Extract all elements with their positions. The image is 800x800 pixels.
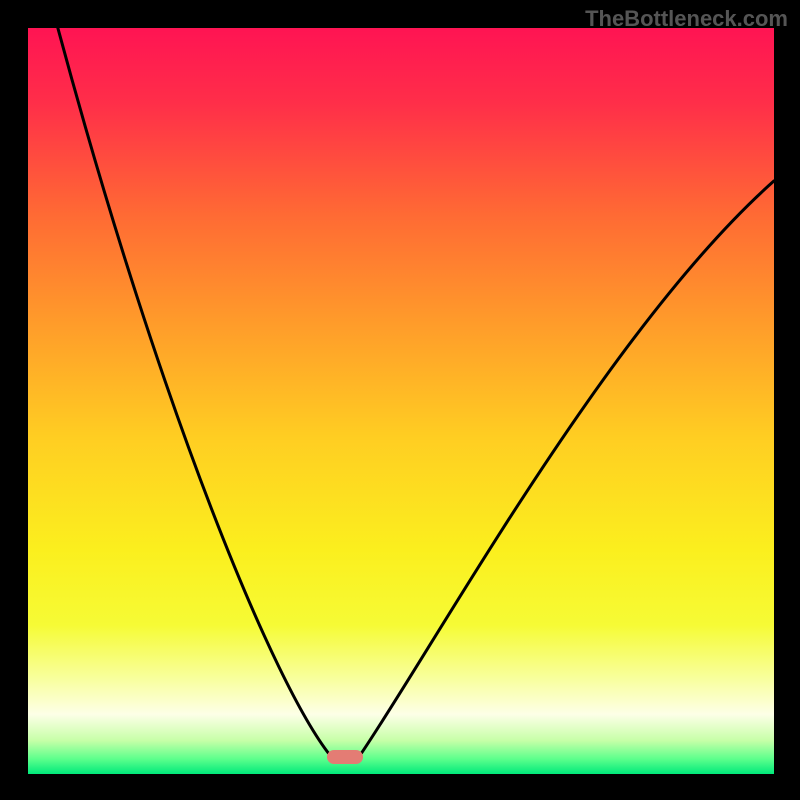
- sweet-spot-marker: [327, 750, 363, 764]
- plot-gradient-background: [28, 28, 774, 774]
- watermark-label: TheBottleneck.com: [585, 6, 788, 32]
- chart-container: [28, 28, 774, 774]
